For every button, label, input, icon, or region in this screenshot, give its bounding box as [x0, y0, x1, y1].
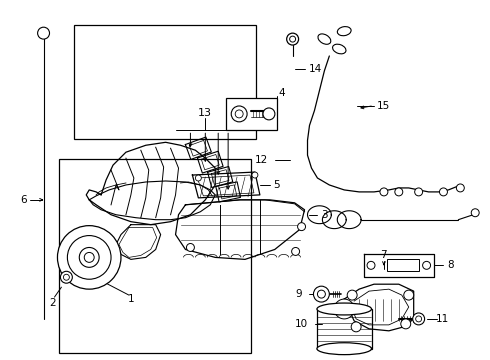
- Circle shape: [456, 184, 465, 192]
- Circle shape: [38, 27, 49, 39]
- Circle shape: [287, 33, 298, 45]
- Circle shape: [63, 274, 70, 280]
- Text: 2: 2: [49, 298, 56, 308]
- Circle shape: [415, 188, 422, 196]
- Circle shape: [290, 36, 295, 42]
- Circle shape: [339, 304, 349, 314]
- Ellipse shape: [317, 303, 371, 315]
- Circle shape: [314, 286, 329, 302]
- Text: 6: 6: [21, 195, 27, 205]
- Circle shape: [404, 290, 414, 300]
- Circle shape: [334, 299, 354, 319]
- Text: 12: 12: [255, 155, 268, 165]
- Circle shape: [60, 271, 73, 283]
- Circle shape: [79, 247, 99, 267]
- Text: 11: 11: [436, 314, 449, 324]
- Circle shape: [416, 316, 421, 322]
- Circle shape: [347, 290, 357, 300]
- Ellipse shape: [337, 27, 351, 36]
- Circle shape: [471, 209, 479, 217]
- Text: 14: 14: [309, 64, 322, 74]
- Circle shape: [440, 188, 447, 196]
- Circle shape: [57, 226, 121, 289]
- Circle shape: [413, 313, 425, 325]
- Circle shape: [292, 247, 299, 255]
- Circle shape: [235, 110, 243, 118]
- Circle shape: [252, 172, 258, 178]
- Circle shape: [297, 223, 306, 231]
- Text: 5: 5: [273, 180, 280, 190]
- Text: 7: 7: [381, 251, 387, 260]
- Circle shape: [318, 290, 325, 298]
- Circle shape: [422, 261, 431, 269]
- Bar: [59, 158, 251, 353]
- Circle shape: [321, 36, 327, 42]
- Text: 10: 10: [294, 319, 308, 329]
- Ellipse shape: [333, 44, 346, 54]
- Text: 9: 9: [295, 289, 301, 299]
- Bar: [74, 24, 256, 139]
- Circle shape: [336, 46, 342, 52]
- Circle shape: [341, 28, 347, 34]
- Circle shape: [367, 261, 375, 269]
- Bar: [225, 98, 276, 130]
- Text: 3: 3: [321, 210, 328, 220]
- Circle shape: [187, 243, 195, 251]
- Bar: [387, 260, 418, 271]
- Circle shape: [401, 319, 411, 329]
- Circle shape: [263, 108, 275, 120]
- Circle shape: [84, 252, 94, 262]
- Text: 13: 13: [198, 108, 212, 117]
- Circle shape: [231, 106, 247, 122]
- Text: 4: 4: [278, 88, 285, 98]
- Text: 8: 8: [447, 260, 454, 270]
- Text: 15: 15: [377, 100, 391, 111]
- Ellipse shape: [318, 34, 331, 44]
- Circle shape: [196, 175, 201, 181]
- Ellipse shape: [317, 343, 371, 355]
- Circle shape: [351, 322, 361, 332]
- Text: 1: 1: [127, 294, 134, 304]
- Circle shape: [380, 188, 388, 196]
- Bar: [318, 309, 372, 349]
- Circle shape: [395, 188, 403, 196]
- Circle shape: [68, 235, 111, 279]
